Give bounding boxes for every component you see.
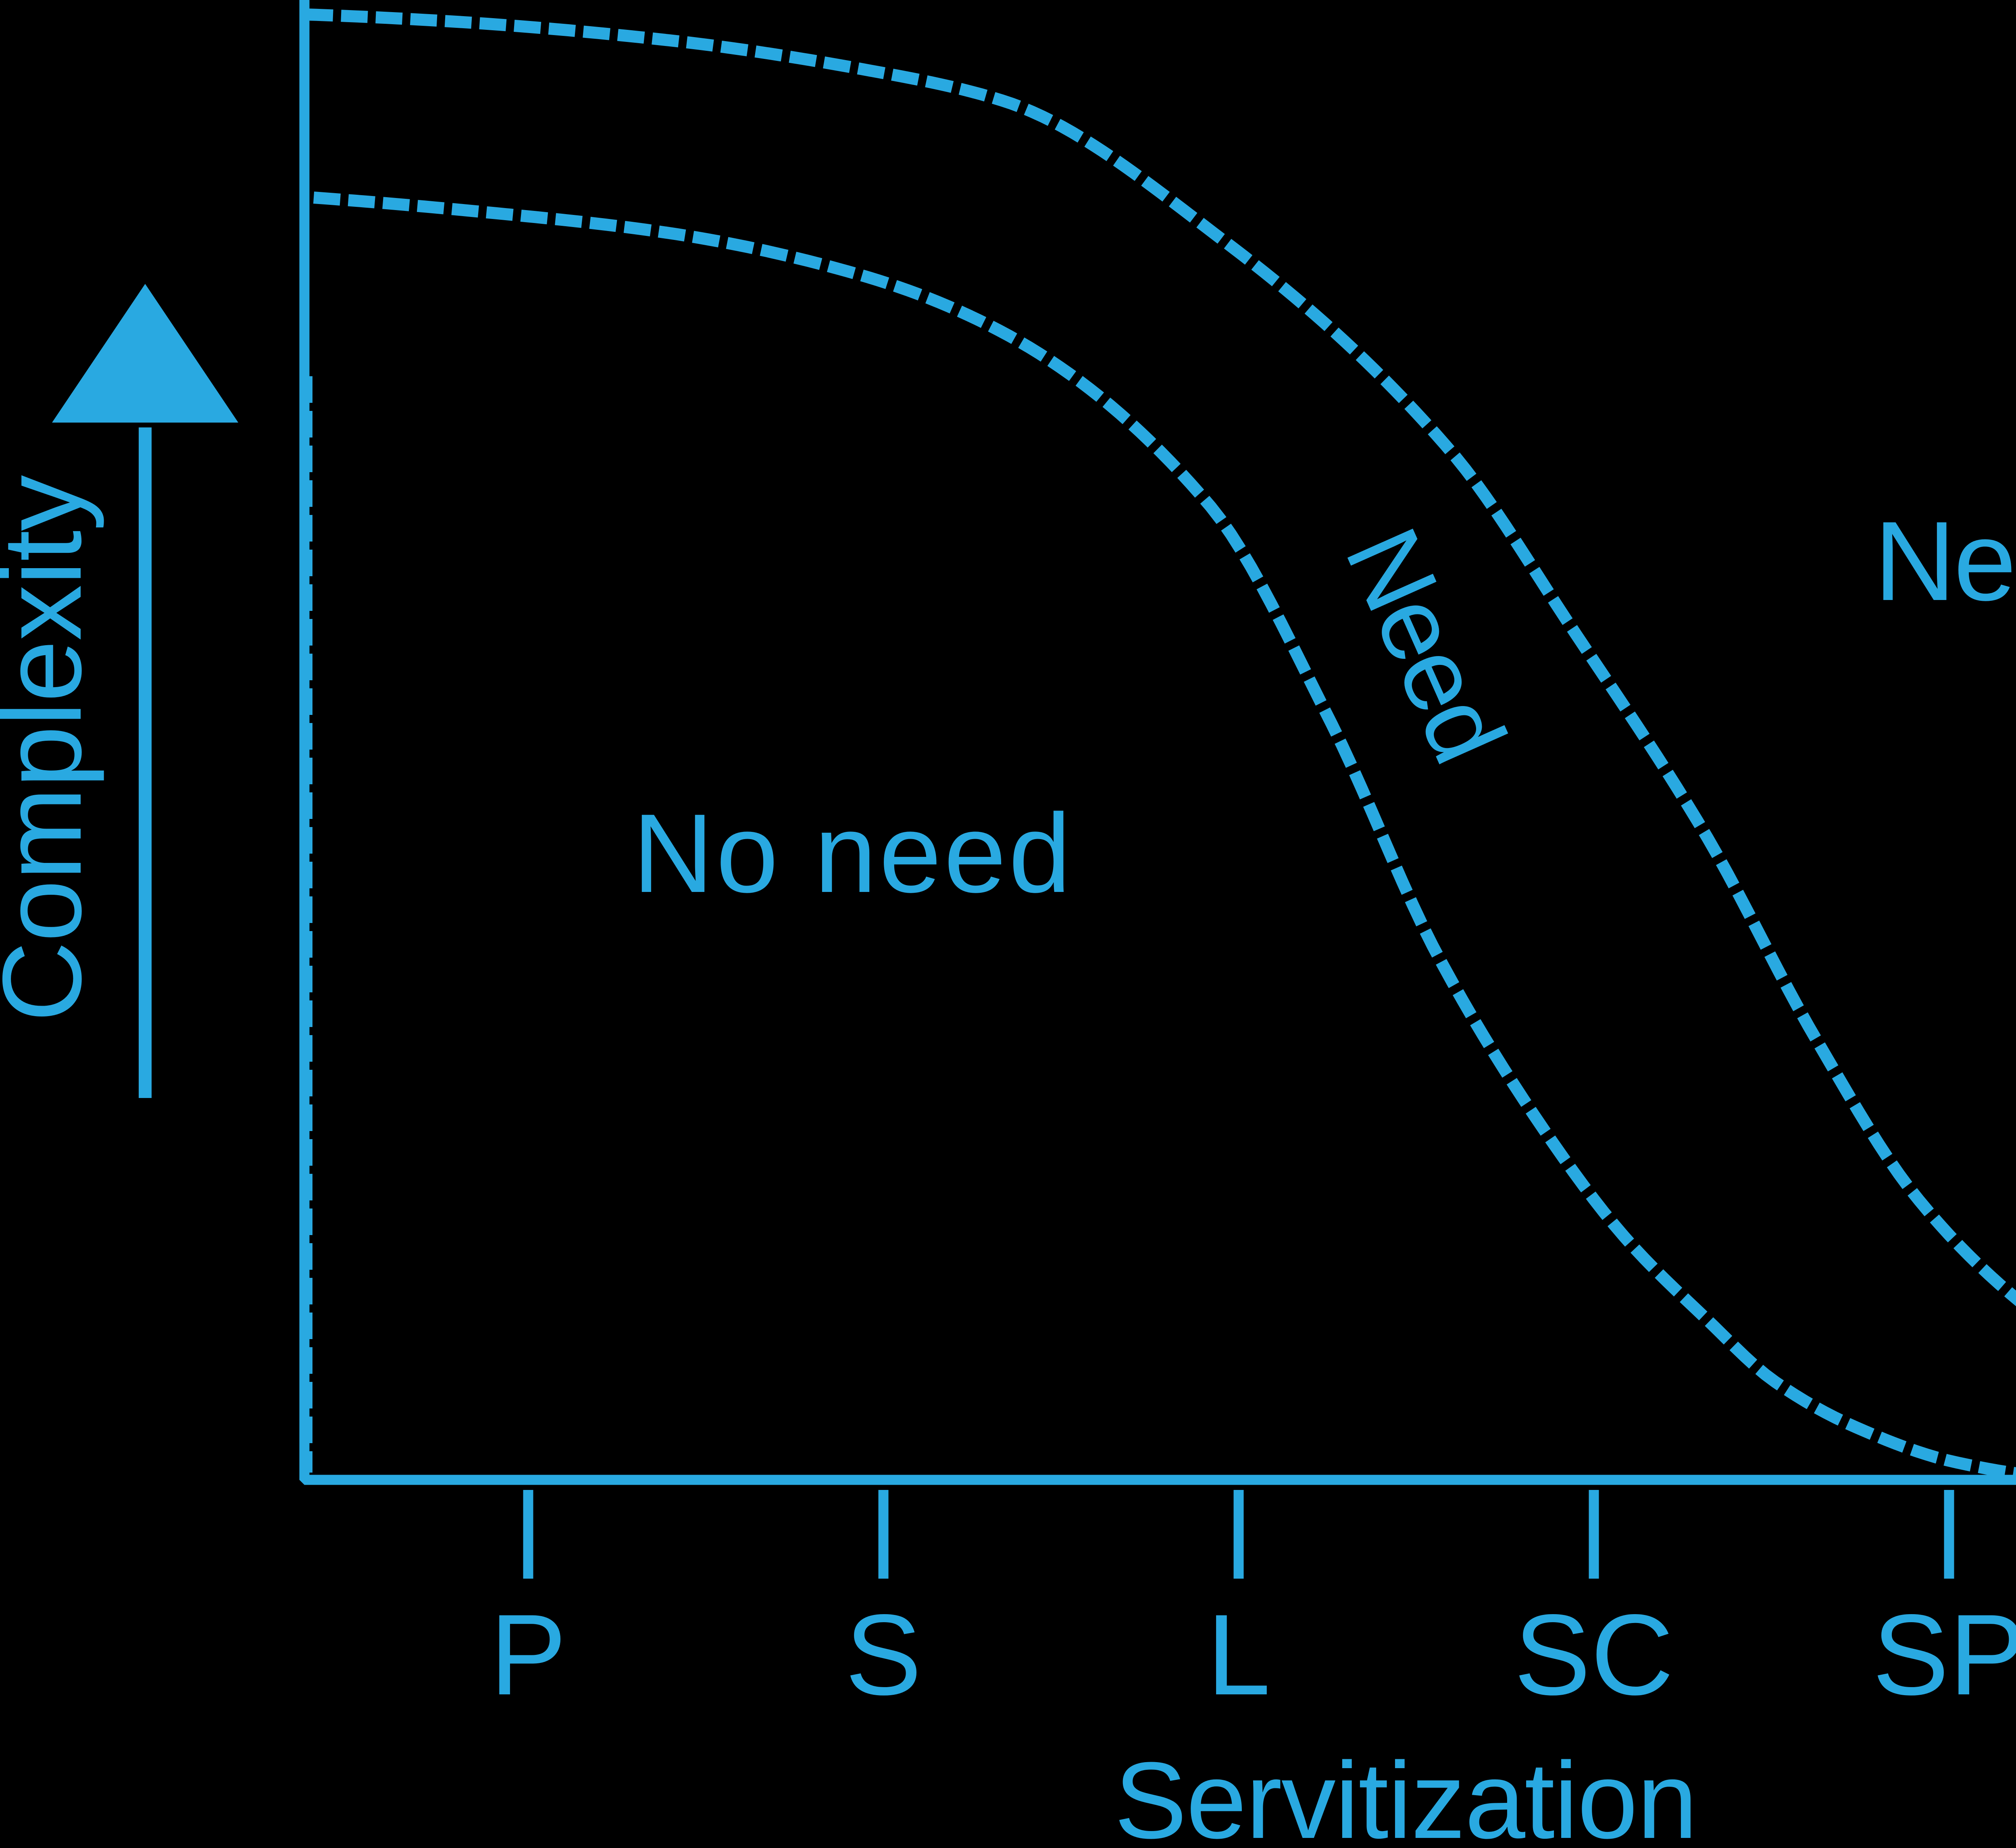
svg-text:SC: SC xyxy=(1514,1591,1674,1719)
svg-text:S: S xyxy=(845,1591,922,1719)
svg-text:Necessity: Necessity xyxy=(1874,498,2016,625)
svg-text:SP: SP xyxy=(1872,1591,2016,1719)
svg-text:L: L xyxy=(1207,1591,1271,1719)
svg-text:No need: No need xyxy=(633,790,1073,916)
svg-text:Complexity: Complexity xyxy=(0,475,105,1022)
svg-text:P: P xyxy=(490,1591,566,1719)
svg-text:Servitization: Servitization xyxy=(1114,1740,1697,1848)
